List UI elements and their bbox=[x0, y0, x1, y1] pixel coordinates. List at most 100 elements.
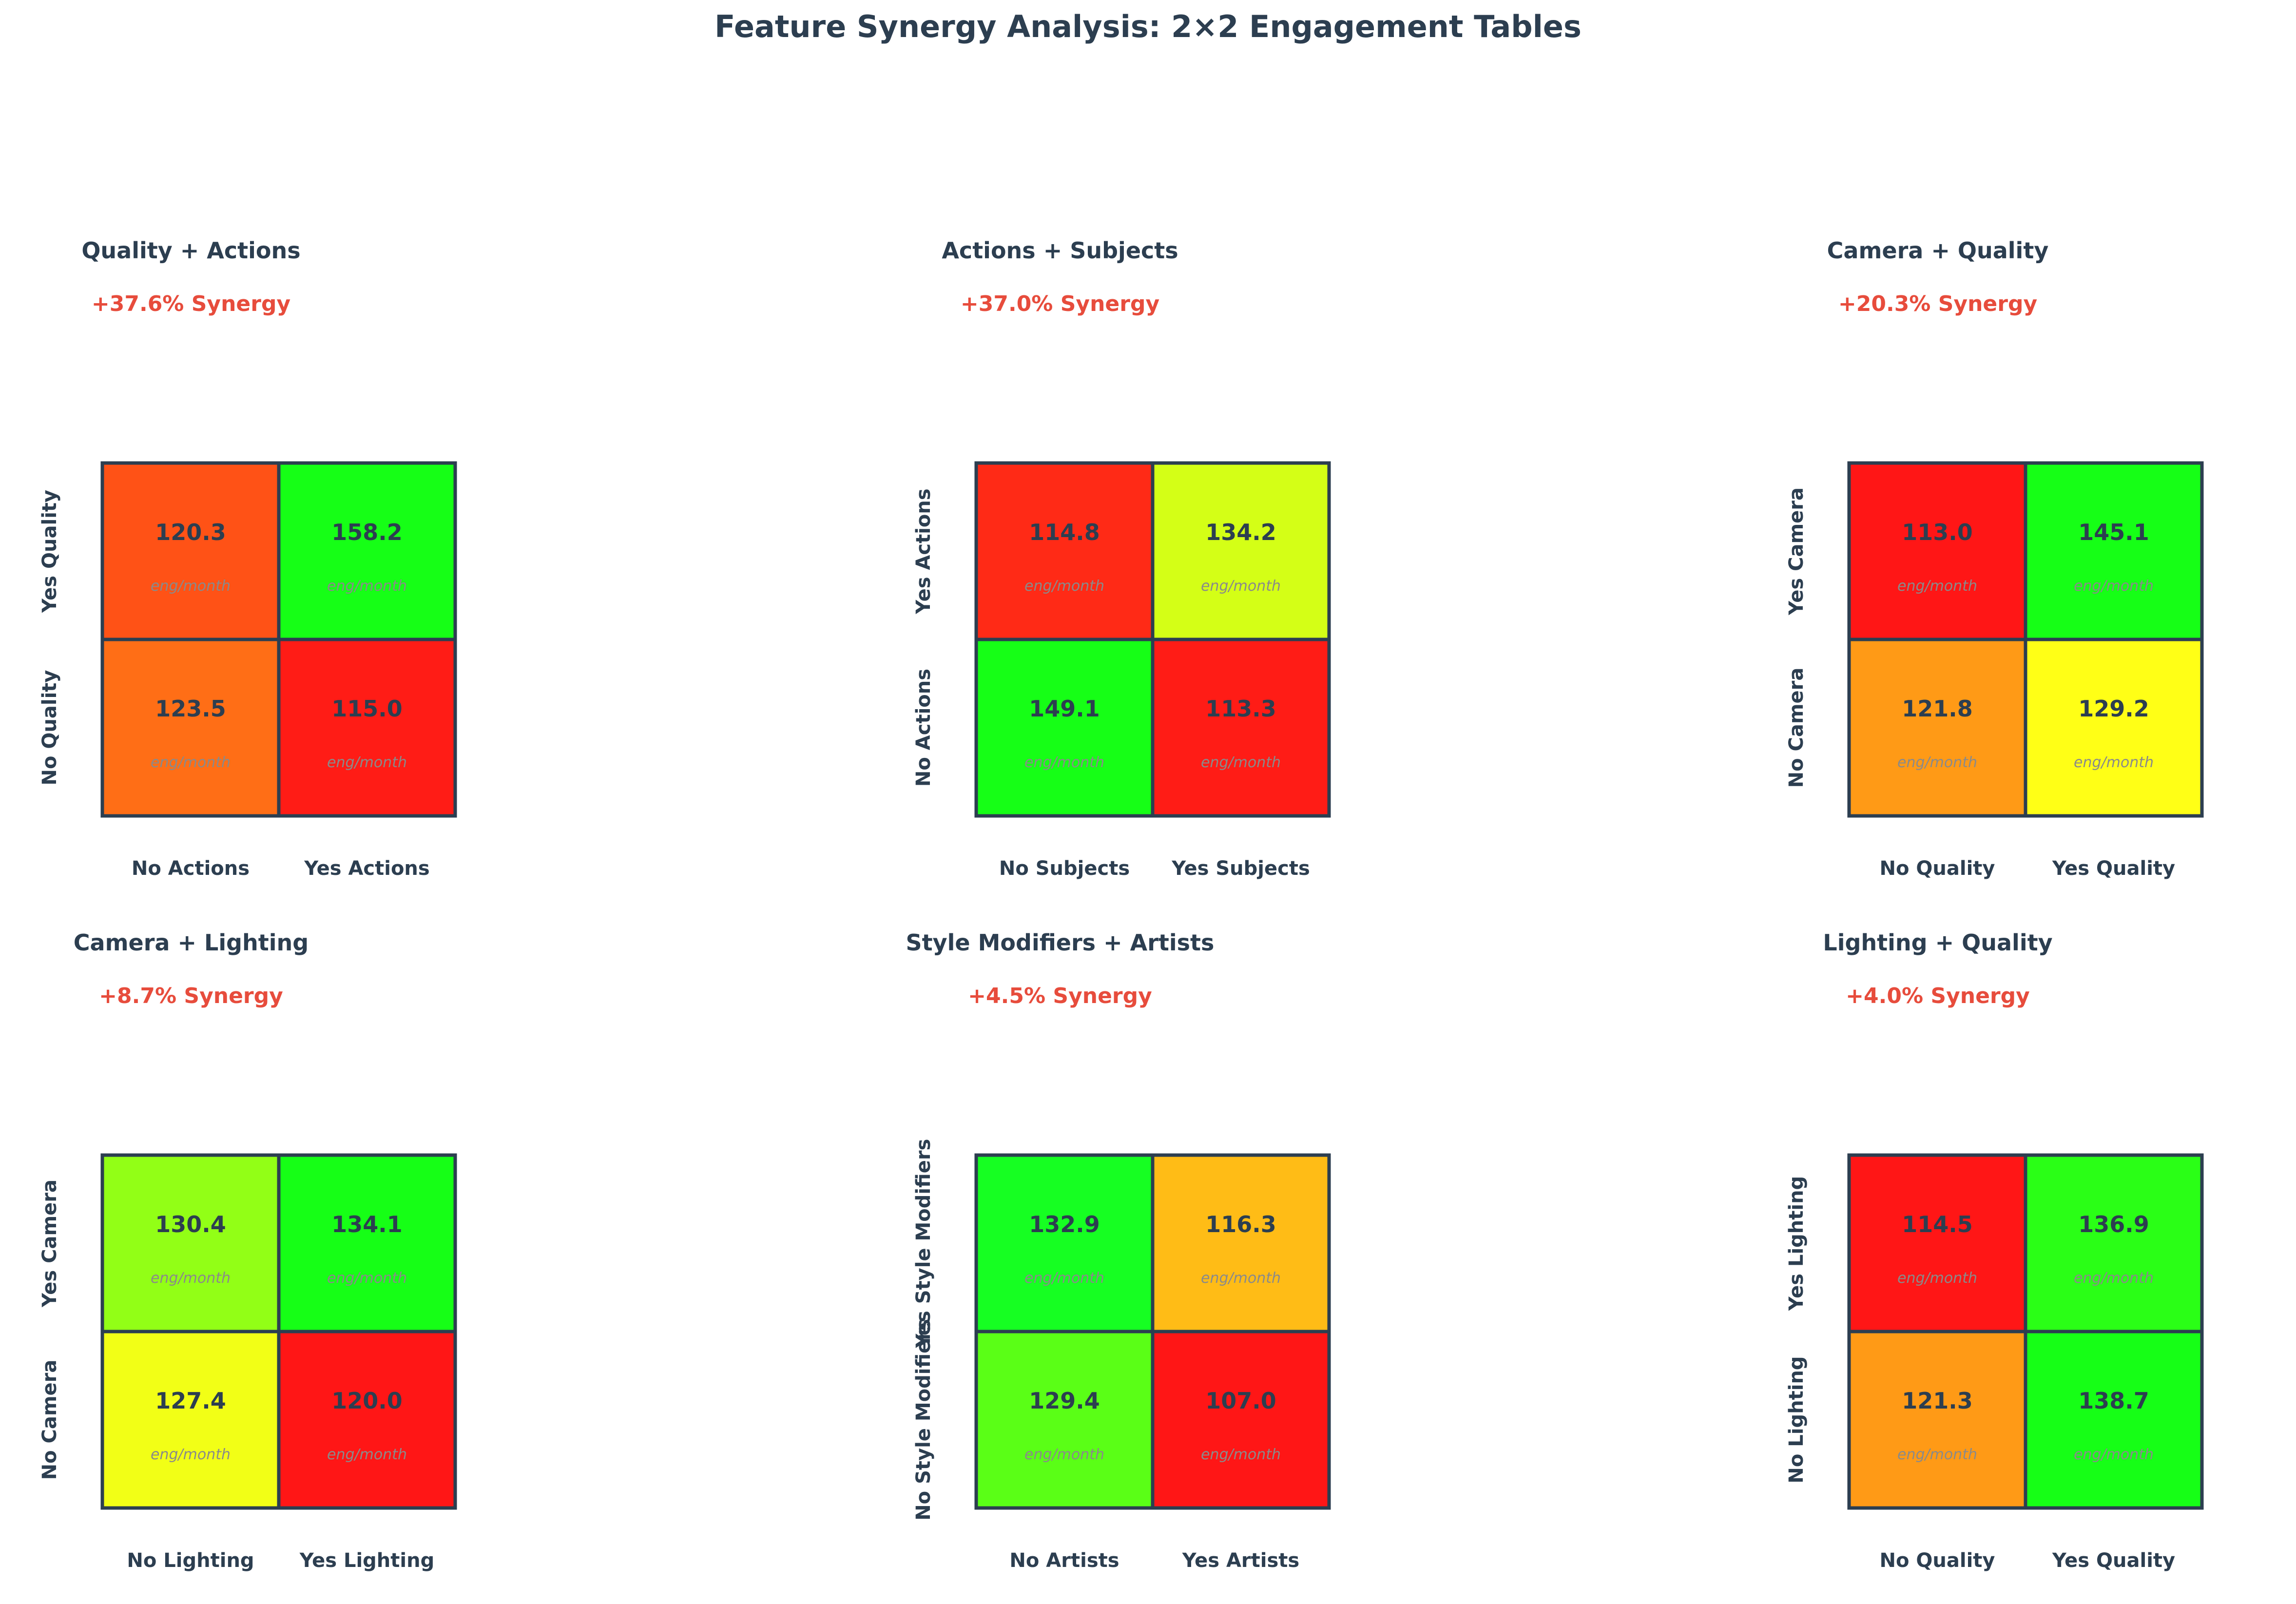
x-tick-label: Yes Quality bbox=[2052, 1549, 2175, 1572]
y-tick-label: No Lighting bbox=[1785, 1356, 1808, 1483]
cell-unit-label: eng/month bbox=[327, 754, 407, 771]
heatmap-cell bbox=[100, 1153, 281, 1333]
heatmap-cell bbox=[1847, 1153, 2027, 1333]
panel-title: Camera + Quality bbox=[1827, 237, 2049, 264]
x-tick-label: No Lighting bbox=[127, 1549, 254, 1572]
heatmap-cell bbox=[277, 1330, 457, 1510]
heatmap-cell bbox=[277, 638, 457, 818]
heatmap-cell bbox=[100, 1330, 281, 1510]
page-title: Feature Synergy Analysis: 2×2 Engagement… bbox=[714, 9, 1582, 44]
heatmap-cell bbox=[2024, 1330, 2204, 1510]
cell-unit-label: eng/month bbox=[2074, 1446, 2154, 1463]
heatmap-cell bbox=[100, 461, 281, 641]
cell-unit-label: eng/month bbox=[1897, 754, 1977, 771]
y-tick-label: No Actions bbox=[912, 669, 935, 787]
heatmap-cell bbox=[974, 638, 1155, 818]
y-tick-label: Yes Camera bbox=[1785, 487, 1808, 616]
x-tick-label: No Actions bbox=[132, 857, 250, 880]
cell-value: 149.1 bbox=[1029, 696, 1100, 722]
cell-value: 134.2 bbox=[1205, 519, 1276, 545]
x-tick-label: No Subjects bbox=[999, 857, 1130, 880]
heatmap-cell bbox=[1151, 461, 1331, 641]
synergy-label: +37.0% Synergy bbox=[961, 291, 1159, 316]
y-tick-label: No Style Modifiers bbox=[912, 1319, 935, 1521]
x-tick-label: No Artists bbox=[1009, 1549, 1119, 1572]
heatmap-cell bbox=[1847, 461, 2027, 641]
panel-title: Quality + Actions bbox=[81, 237, 300, 264]
cell-unit-label: eng/month bbox=[1024, 1446, 1104, 1463]
cell-unit-label: eng/month bbox=[327, 578, 407, 595]
y-tick-label: Yes Camera bbox=[39, 1179, 61, 1308]
panel-title: Style Modifiers + Artists bbox=[906, 929, 1215, 956]
cell-unit-label: eng/month bbox=[1024, 578, 1104, 595]
heatmap-cell bbox=[2024, 1153, 2204, 1333]
y-tick-label: Yes Actions bbox=[912, 488, 935, 614]
synergy-label: +4.0% Synergy bbox=[1846, 984, 2030, 1008]
cell-unit-label: eng/month bbox=[151, 1270, 231, 1287]
cell-unit-label: eng/month bbox=[2074, 1270, 2154, 1287]
x-tick-label: Yes Quality bbox=[2052, 857, 2175, 880]
cell-value: 107.0 bbox=[1205, 1388, 1276, 1414]
cell-unit-label: eng/month bbox=[327, 1446, 407, 1463]
x-tick-label: Yes Artists bbox=[1182, 1549, 1299, 1572]
cell-unit-label: eng/month bbox=[1024, 754, 1104, 771]
cell-unit-label: eng/month bbox=[1201, 578, 1281, 595]
heatmap-cell bbox=[1151, 1153, 1331, 1333]
x-tick-label: Yes Lighting bbox=[299, 1549, 434, 1572]
cell-value: 130.4 bbox=[155, 1211, 226, 1237]
cell-unit-label: eng/month bbox=[1024, 1270, 1104, 1287]
x-tick-label: Yes Subjects bbox=[1171, 857, 1310, 880]
synergy-label: +37.6% Synergy bbox=[92, 291, 290, 316]
cell-unit-label: eng/month bbox=[2074, 754, 2154, 771]
heatmap-cell bbox=[277, 1153, 457, 1333]
cell-unit-label: eng/month bbox=[151, 754, 231, 771]
cell-value: 113.3 bbox=[1205, 696, 1276, 722]
x-tick-label: Yes Actions bbox=[304, 857, 429, 880]
heatmap-cell bbox=[1847, 638, 2027, 818]
panel-title: Actions + Subjects bbox=[942, 237, 1178, 264]
cell-value: 158.2 bbox=[331, 519, 403, 545]
y-tick-label: No Quality bbox=[39, 670, 61, 786]
heatmap-cell bbox=[974, 461, 1155, 641]
heatmap-cell bbox=[974, 1153, 1155, 1333]
cell-unit-label: eng/month bbox=[1897, 1446, 1977, 1463]
heatmap-cell bbox=[2024, 461, 2204, 641]
cell-value: 136.9 bbox=[2078, 1211, 2149, 1237]
cell-unit-label: eng/month bbox=[1201, 754, 1281, 771]
cell-unit-label: eng/month bbox=[1201, 1446, 1281, 1463]
cell-value: 123.5 bbox=[155, 696, 226, 722]
cell-unit-label: eng/month bbox=[1201, 1270, 1281, 1287]
cell-unit-label: eng/month bbox=[1897, 578, 1977, 595]
y-tick-label: Yes Quality bbox=[39, 490, 61, 613]
heatmap-cell bbox=[974, 1330, 1155, 1510]
heatmap-cell bbox=[100, 638, 281, 818]
y-tick-label: Yes Lighting bbox=[1785, 1176, 1808, 1311]
cell-unit-label: eng/month bbox=[327, 1270, 407, 1287]
cell-value: 134.1 bbox=[331, 1211, 403, 1237]
heatmap-cell bbox=[277, 461, 457, 641]
panel-title: Lighting + Quality bbox=[1823, 929, 2052, 956]
cell-value: 127.4 bbox=[155, 1388, 226, 1414]
cell-value: 129.4 bbox=[1029, 1388, 1100, 1414]
y-tick-label: No Camera bbox=[39, 1360, 61, 1480]
heatmap-cell bbox=[1151, 1330, 1331, 1510]
cell-unit-label: eng/month bbox=[151, 1446, 231, 1463]
x-tick-label: No Quality bbox=[1880, 1549, 1995, 1572]
heatmap-cell bbox=[1151, 638, 1331, 818]
cell-unit-label: eng/month bbox=[1897, 1270, 1977, 1287]
cell-value: 129.2 bbox=[2078, 696, 2149, 722]
synergy-label: +4.5% Synergy bbox=[968, 984, 1152, 1008]
y-tick-label: No Camera bbox=[1785, 668, 1808, 788]
y-tick-label: Yes Style Modifiers bbox=[912, 1139, 935, 1349]
synergy-label: +8.7% Synergy bbox=[99, 984, 283, 1008]
cell-value: 121.8 bbox=[1902, 696, 1973, 722]
cell-unit-label: eng/month bbox=[2074, 578, 2154, 595]
synergy-label: +20.3% Synergy bbox=[1838, 291, 2037, 316]
cell-value: 113.0 bbox=[1902, 519, 1973, 545]
panel-title: Camera + Lighting bbox=[74, 929, 309, 956]
cell-unit-label: eng/month bbox=[151, 578, 231, 595]
cell-value: 120.0 bbox=[331, 1388, 403, 1414]
cell-value: 132.9 bbox=[1029, 1211, 1100, 1237]
cell-value: 114.8 bbox=[1029, 519, 1100, 545]
